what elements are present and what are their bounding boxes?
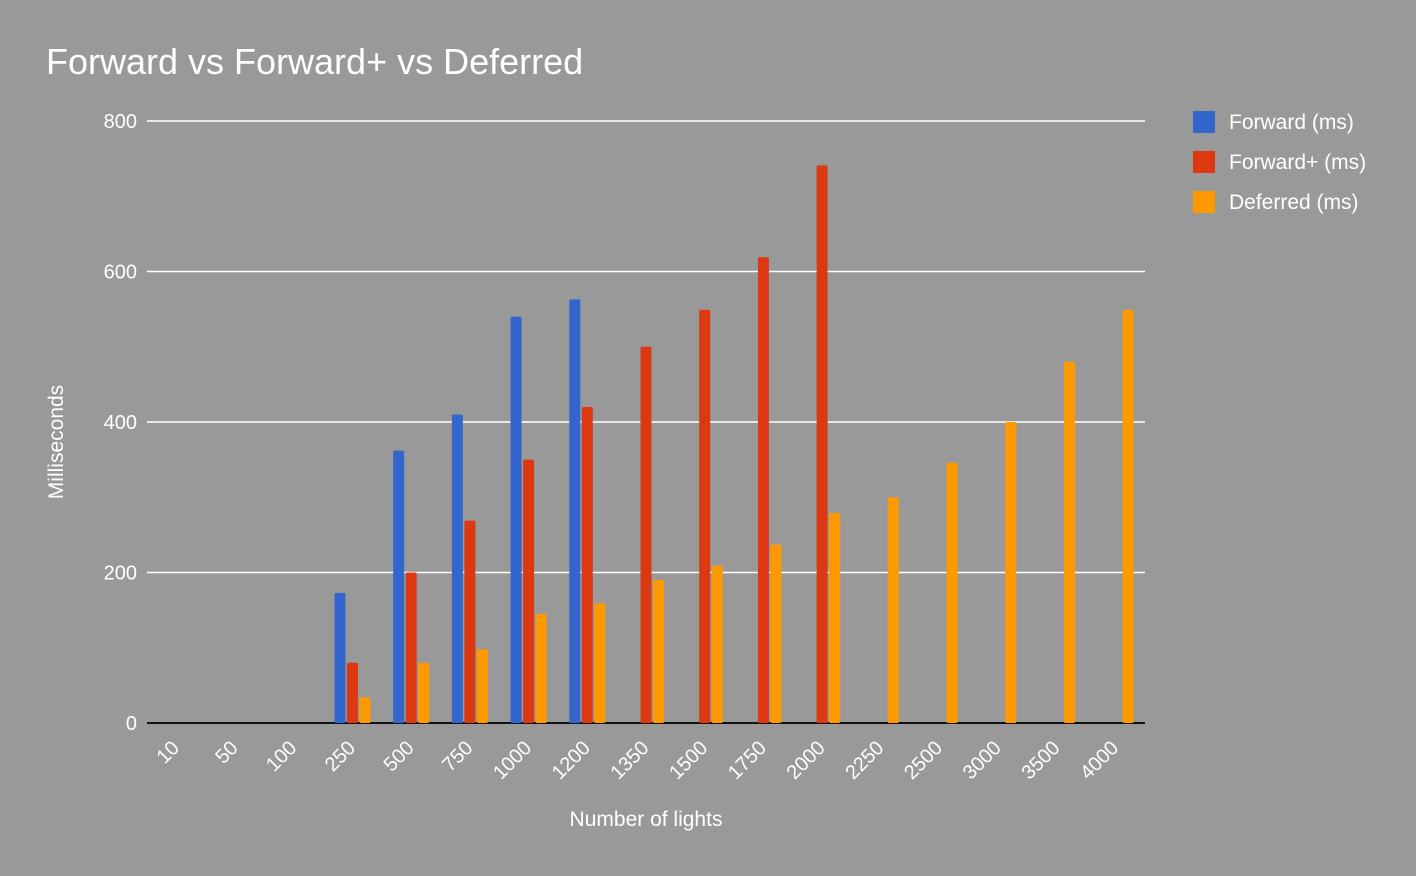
x-tick-label: 2250 — [841, 737, 888, 784]
x-tick-label: 50 — [211, 737, 242, 768]
bar-forward-plus-500 — [405, 572, 417, 723]
legend-label: Forward (ms) — [1229, 111, 1354, 134]
bar-deferred-4000 — [1122, 309, 1134, 723]
bar-deferred-2000 — [829, 513, 841, 723]
bar-forward-750 — [451, 414, 463, 723]
x-tick-label: 3500 — [1017, 737, 1064, 784]
y-axis-label: Milliseconds — [45, 385, 68, 499]
bar-forward-250 — [334, 592, 346, 723]
x-tick-label: 1750 — [724, 737, 771, 784]
x-axis-label: Number of lights — [570, 808, 723, 831]
bar-deferred-1750 — [770, 544, 782, 723]
legend-label: Deferred (ms) — [1229, 191, 1359, 214]
bar-forward-1200 — [569, 299, 581, 723]
bar-deferred-1350 — [653, 580, 664, 723]
y-tick-label: 0 — [126, 713, 137, 735]
x-tick-label: 2500 — [900, 737, 947, 784]
y-tick-label: 200 — [104, 563, 137, 585]
x-tick-label: 1000 — [489, 737, 536, 784]
bar-forward-plus-1500 — [699, 309, 711, 723]
bottom-divider — [0, 872, 1416, 876]
x-tick-label: 750 — [438, 737, 477, 776]
legend-swatch — [1193, 151, 1215, 173]
bar-deferred-1000 — [535, 613, 547, 723]
x-tick-label: 10 — [153, 737, 184, 768]
bar-forward-plus-1750 — [757, 257, 769, 723]
bar-deferred-3000 — [1005, 422, 1017, 723]
y-tick-label: 800 — [104, 111, 137, 133]
bar-forward-plus-250 — [346, 662, 358, 723]
bar-deferred-500 — [418, 662, 430, 723]
y-tick-label: 600 — [104, 262, 137, 284]
bar-forward-500 — [393, 450, 405, 723]
bar-forward-plus-1200 — [581, 406, 593, 723]
bar-deferred-1200 — [594, 603, 606, 723]
y-tick-label: 400 — [104, 412, 137, 434]
x-tick-label: 100 — [262, 737, 301, 776]
x-tick-label: 4000 — [1076, 737, 1123, 784]
legend: Forward (ms) Forward+ (ms) Deferred (ms) — [1193, 111, 1366, 214]
x-tick-label: 500 — [380, 737, 419, 776]
bar-forward-plus-1350 — [640, 346, 652, 723]
legend-swatch — [1193, 111, 1215, 133]
x-tick-labels: 10 50 100 250 500 750 1000 1200 1350 1500 1750 2000… — [153, 737, 1124, 784]
bar-deferred-250 — [359, 697, 371, 723]
bar-forward-plus-2000 — [816, 165, 828, 723]
bars — [334, 165, 1134, 723]
bar-forward-plus-1000 — [523, 459, 535, 723]
bar-forward-1000 — [510, 316, 522, 723]
chart-title: Forward vs Forward+ vs Deferred — [46, 41, 583, 82]
legend-swatch — [1193, 191, 1215, 213]
bar-deferred-2250 — [887, 497, 899, 723]
legend-label: Forward+ (ms) — [1229, 151, 1366, 174]
x-tick-label: 1200 — [548, 737, 595, 784]
x-tick-label: 250 — [321, 737, 360, 776]
x-tick-label: 3000 — [959, 737, 1006, 784]
bar-deferred-750 — [476, 649, 488, 723]
bar-forward-plus-750 — [464, 520, 476, 723]
bar-deferred-1500 — [711, 565, 723, 723]
bar-deferred-2500 — [946, 462, 958, 723]
y-tick-labels: 0 200 400 600 800 — [104, 111, 137, 735]
bar-deferred-3500 — [1063, 361, 1075, 723]
x-tick-label: 1500 — [665, 737, 712, 784]
x-tick-label: 2000 — [783, 737, 830, 784]
x-tick-label: 1350 — [607, 737, 654, 784]
